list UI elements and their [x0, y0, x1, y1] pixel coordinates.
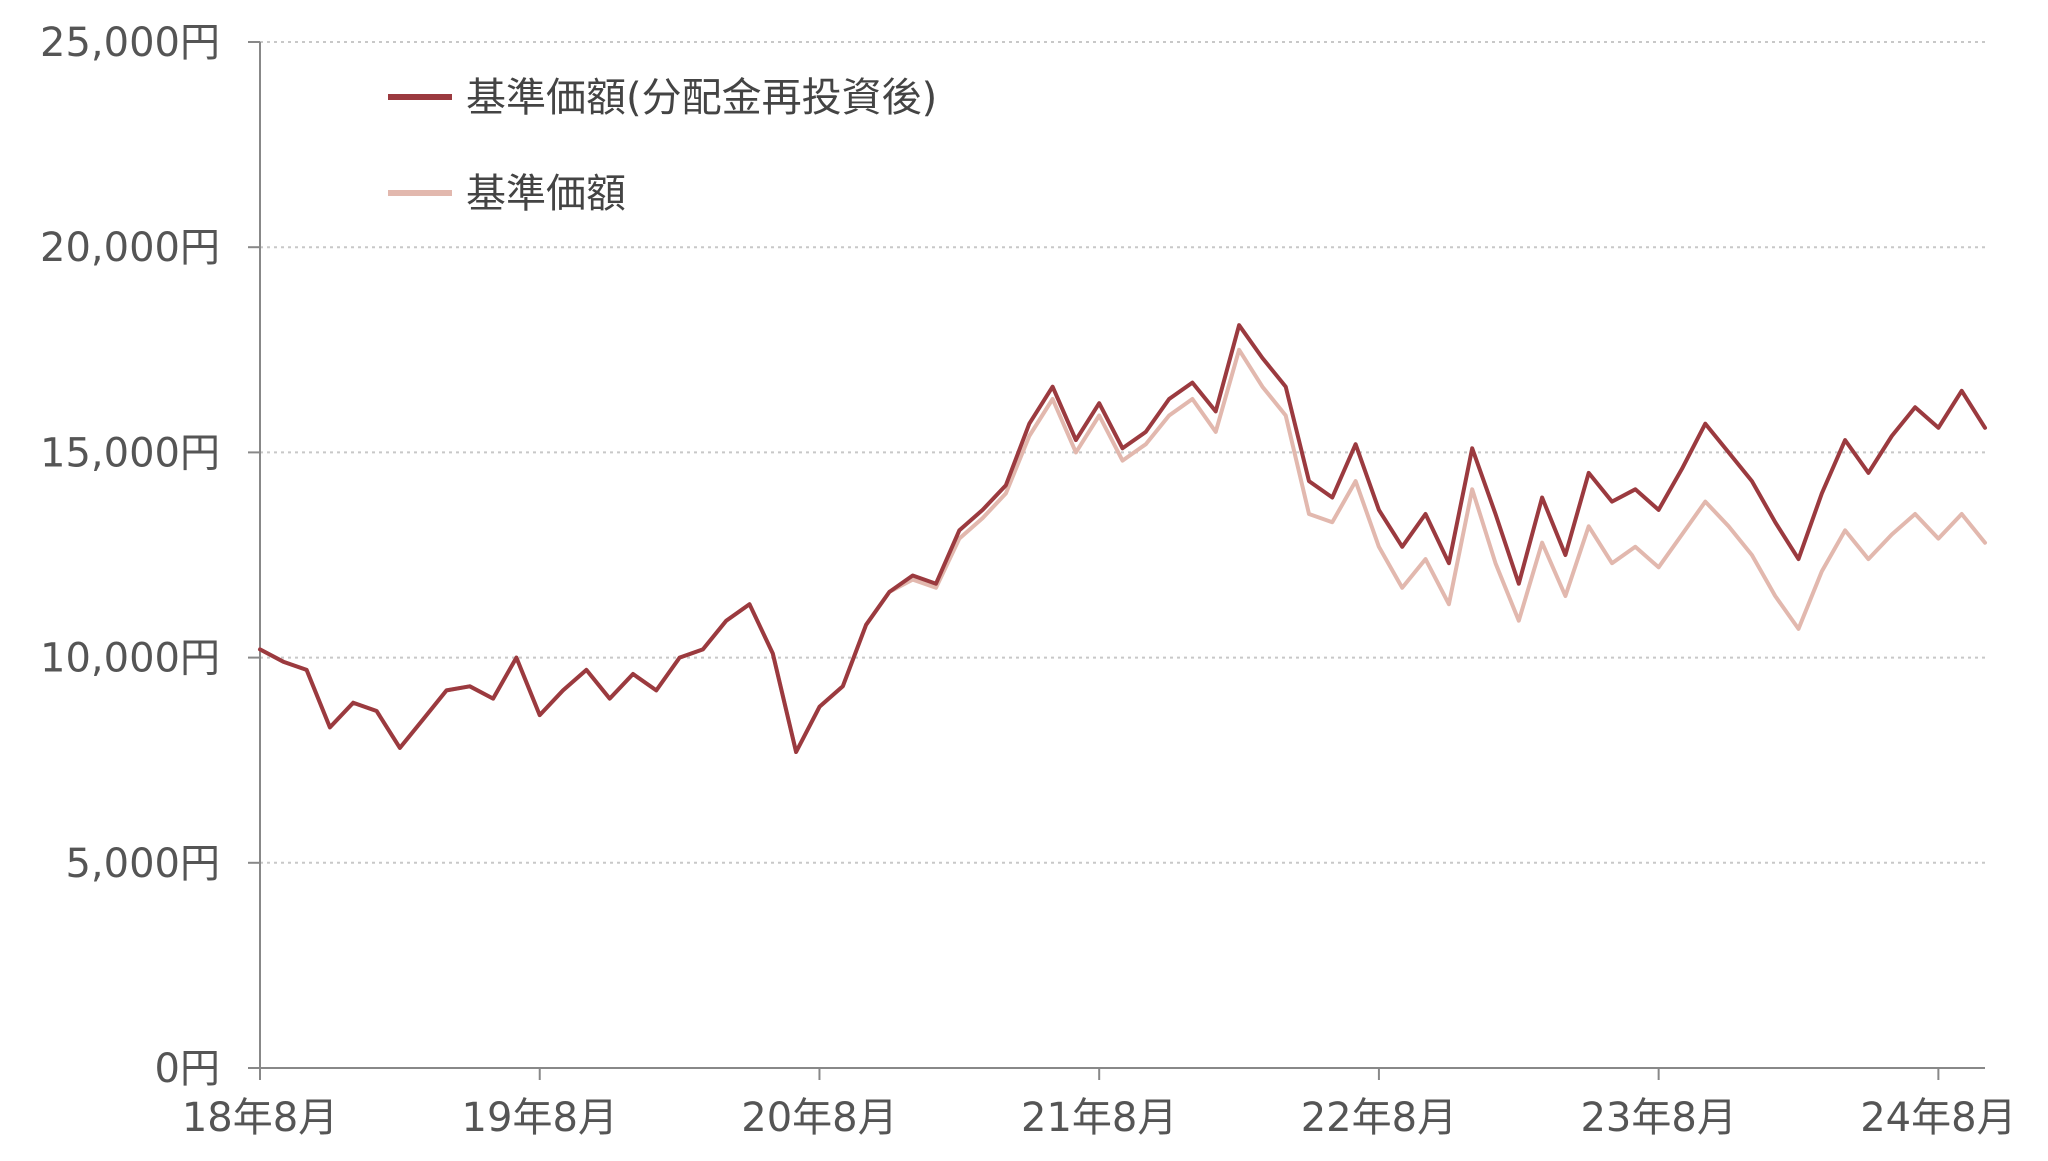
y-tick-label-5: 25,000円	[40, 20, 220, 66]
legend-label-reinvested: 基準価額(分配金再投資後)	[466, 75, 937, 121]
y-tick-labels: 0円 5,000円 10,000円 15,000円 20,000円 25,000円	[40, 20, 260, 1092]
x-tick-labels: 18年8月 19年8月 20年8月 21年8月 22年8月 23年8月 24年8月	[182, 1068, 2017, 1141]
axes	[259, 42, 1985, 1069]
y-tick-label-1: 5,000円	[65, 841, 220, 887]
series-line-reinvested	[258, 323, 1987, 754]
y-tick-label-2: 10,000円	[40, 636, 220, 682]
legend: 基準価額(分配金再投資後) 基準価額	[388, 75, 937, 217]
x-tick-label-3: 21年8月	[1021, 1095, 1177, 1141]
x-tick-label-2: 20年8月	[741, 1095, 897, 1141]
y-tick-label-3: 15,000円	[40, 430, 220, 476]
y-tick-label-4: 20,000円	[40, 225, 220, 271]
x-tick-label-4: 22年8月	[1301, 1095, 1457, 1141]
y-tick-label-0: 0円	[155, 1046, 220, 1092]
legend-label-nav: 基準価額	[466, 171, 626, 217]
series-line-nav	[258, 347, 1987, 754]
x-tick-label-6: 24年8月	[1860, 1095, 2016, 1141]
x-tick-label-5: 23年8月	[1580, 1095, 1736, 1141]
series-lines	[258, 323, 1987, 754]
x-tick-label-0: 18年8月	[182, 1095, 338, 1141]
x-tick-label-1: 19年8月	[462, 1095, 618, 1141]
grid-lines	[260, 41, 1985, 864]
